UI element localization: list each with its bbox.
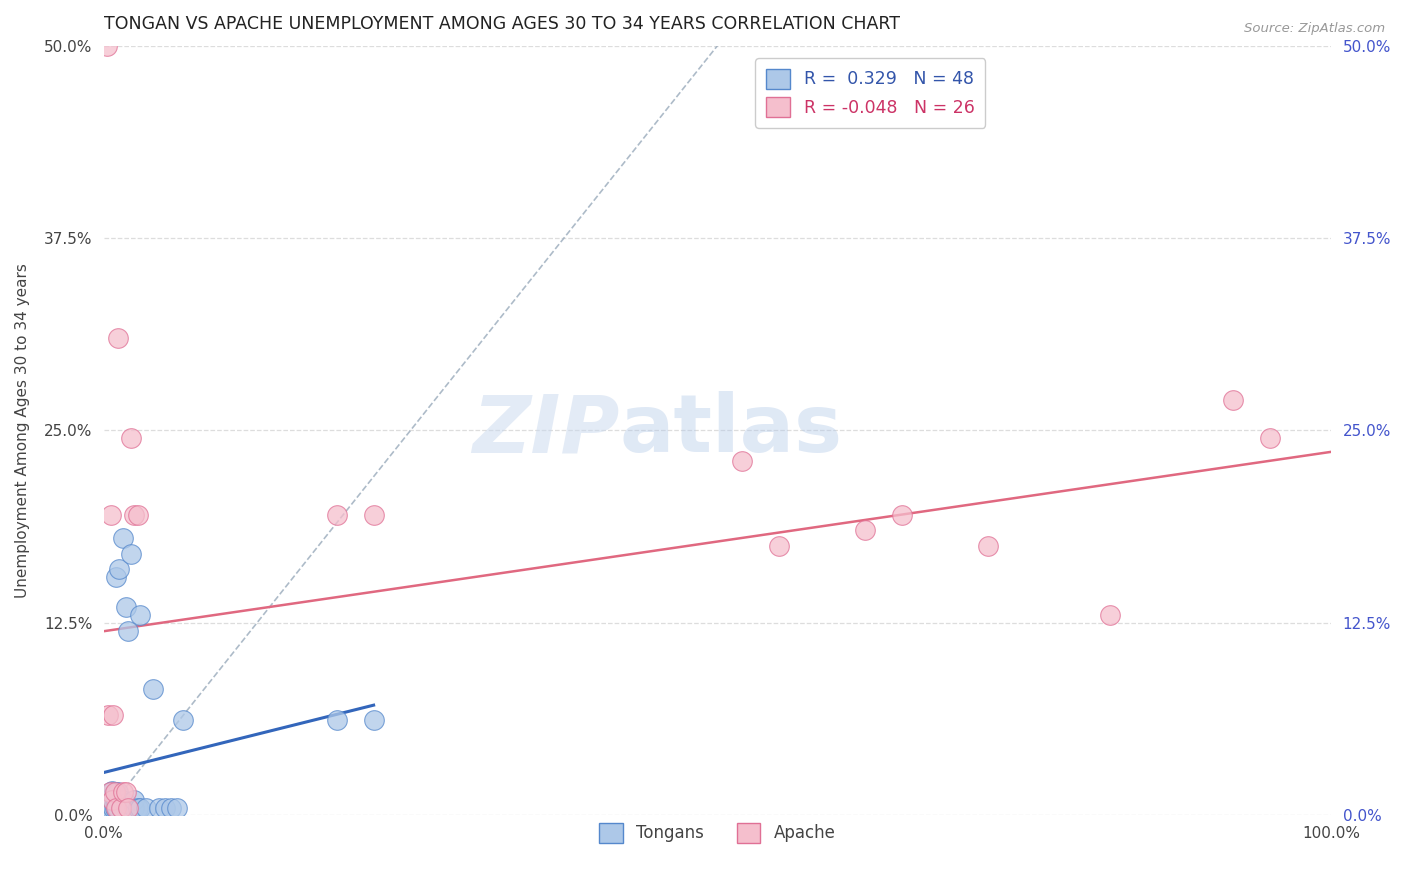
Point xyxy=(97,802,120,816)
Point xyxy=(363,508,385,522)
Legend: R =  0.329   N = 48, R = -0.048   N = 26: R = 0.329 N = 48, R = -0.048 N = 26 xyxy=(755,58,986,128)
Point xyxy=(166,800,188,814)
Text: TONGAN VS APACHE UNEMPLOYMENT AMONG AGES 30 TO 34 YEARS CORRELATION CHART: TONGAN VS APACHE UNEMPLOYMENT AMONG AGES… xyxy=(104,15,900,33)
Point xyxy=(104,785,127,799)
Point xyxy=(148,800,170,814)
Text: Source: ZipAtlas.com: Source: ZipAtlas.com xyxy=(1244,22,1385,36)
Point xyxy=(98,793,121,807)
Point xyxy=(114,600,136,615)
Point xyxy=(101,783,124,797)
Point xyxy=(112,531,135,545)
Point xyxy=(135,800,157,814)
Point xyxy=(97,805,120,819)
Point xyxy=(110,800,132,814)
Point xyxy=(101,804,124,818)
Point xyxy=(129,608,152,623)
Point xyxy=(103,788,125,802)
Text: ZIP: ZIP xyxy=(472,392,619,469)
Point xyxy=(114,796,136,810)
Point xyxy=(98,800,121,814)
Point xyxy=(172,713,194,727)
Point xyxy=(326,508,349,522)
Point xyxy=(127,800,149,814)
Point xyxy=(96,796,118,810)
Point xyxy=(96,38,118,53)
Point xyxy=(153,800,176,814)
Point xyxy=(117,800,139,814)
Point xyxy=(160,800,183,814)
Point xyxy=(976,539,998,553)
Point xyxy=(97,797,120,812)
Point xyxy=(96,804,118,818)
Point xyxy=(326,713,349,727)
Point xyxy=(107,331,129,345)
Point xyxy=(127,508,149,522)
Point xyxy=(103,785,125,799)
Point xyxy=(96,805,118,819)
Point xyxy=(120,547,142,561)
Point xyxy=(100,805,122,819)
Point xyxy=(117,624,139,638)
Point xyxy=(768,539,790,553)
Point xyxy=(122,508,145,522)
Point xyxy=(104,793,127,807)
Point xyxy=(98,804,121,818)
Point xyxy=(103,708,125,723)
Point xyxy=(97,789,120,804)
Point xyxy=(103,800,125,814)
Text: atlas: atlas xyxy=(619,392,842,469)
Point xyxy=(98,799,121,814)
Point xyxy=(890,508,912,522)
Point xyxy=(120,431,142,445)
Point xyxy=(104,799,127,814)
Point xyxy=(363,713,385,727)
Point xyxy=(108,562,131,576)
Point xyxy=(1099,608,1122,623)
Point xyxy=(1258,431,1281,445)
Point xyxy=(104,800,127,814)
Point xyxy=(107,785,129,799)
Point xyxy=(129,800,152,814)
Point xyxy=(111,793,134,807)
Point xyxy=(1222,392,1244,407)
Point xyxy=(98,785,121,799)
Point xyxy=(100,785,122,799)
Point xyxy=(105,800,128,814)
Point xyxy=(122,800,145,814)
Point xyxy=(112,785,135,799)
Point xyxy=(122,793,145,807)
Point xyxy=(103,800,125,814)
Point xyxy=(731,454,754,468)
Point xyxy=(98,806,121,821)
Point xyxy=(104,569,127,583)
Point xyxy=(96,800,118,814)
Y-axis label: Unemployment Among Ages 30 to 34 years: Unemployment Among Ages 30 to 34 years xyxy=(15,263,30,598)
Point xyxy=(114,785,136,799)
Point xyxy=(101,793,124,807)
Point xyxy=(100,508,122,522)
Point xyxy=(142,681,165,696)
Point xyxy=(110,800,132,814)
Point xyxy=(97,708,120,723)
Point xyxy=(853,524,876,538)
